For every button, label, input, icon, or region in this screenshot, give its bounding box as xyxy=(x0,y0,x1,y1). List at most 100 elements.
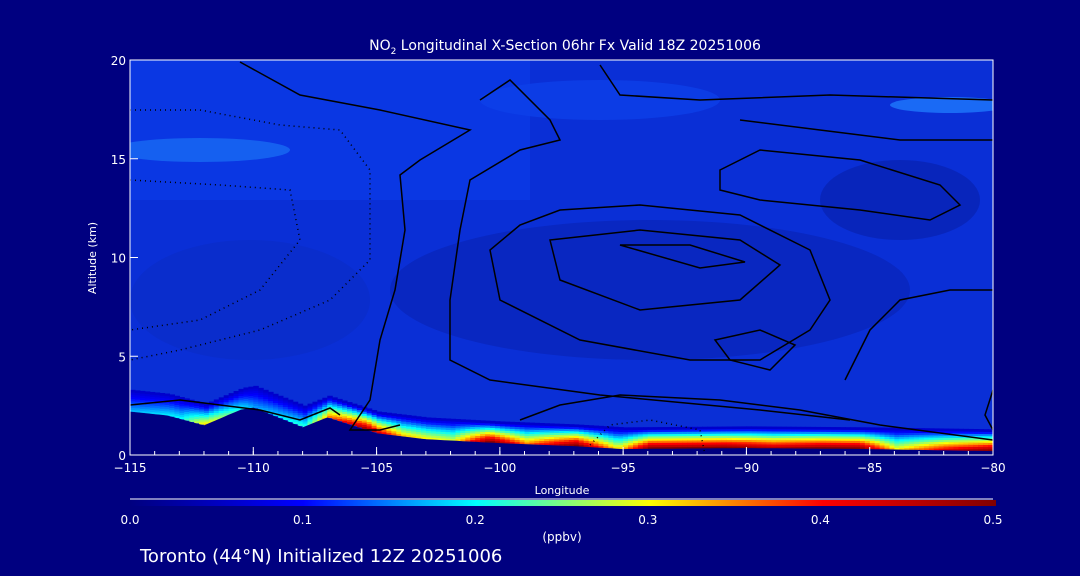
field-cell xyxy=(243,393,249,397)
field-cell xyxy=(879,440,886,444)
field-cell xyxy=(485,424,491,428)
field-cell xyxy=(337,405,343,409)
field-cell xyxy=(884,434,891,437)
field-cell xyxy=(149,391,156,395)
field-cell xyxy=(282,408,289,412)
field-cell xyxy=(711,439,718,443)
field-cell xyxy=(159,412,166,416)
field-cell xyxy=(736,426,743,430)
field-cell xyxy=(509,423,516,427)
field-cell xyxy=(189,412,195,416)
field-cell xyxy=(583,427,590,430)
field-cell xyxy=(637,433,644,437)
field-cell xyxy=(805,429,812,432)
field-cell xyxy=(465,434,471,438)
field-cell xyxy=(386,417,392,420)
contour-lines xyxy=(130,61,993,455)
field-cell xyxy=(179,397,185,400)
field-cell xyxy=(509,428,516,432)
field-cell xyxy=(741,435,748,438)
field-cell xyxy=(988,448,993,452)
field-cell xyxy=(943,448,950,451)
field-cell xyxy=(864,433,871,437)
field-cell xyxy=(830,435,836,439)
field-cell xyxy=(805,439,812,443)
field-cell xyxy=(332,401,338,405)
field-cell xyxy=(529,424,535,428)
field-cell xyxy=(450,427,457,431)
field-cell xyxy=(184,404,190,408)
field-cell xyxy=(633,442,639,446)
field-cell xyxy=(223,412,230,416)
field-cell xyxy=(573,426,580,430)
field-cell xyxy=(741,428,748,432)
colorbar-tick-label: 0.2 xyxy=(466,513,485,527)
field-cell xyxy=(874,440,881,444)
field-cell xyxy=(988,435,993,439)
field-cell xyxy=(800,431,807,434)
field-cell xyxy=(810,435,817,439)
field-cell xyxy=(213,412,220,416)
field-cell xyxy=(258,387,264,391)
field-cell xyxy=(238,393,245,397)
field-cell xyxy=(899,438,905,442)
field-cell xyxy=(568,432,575,436)
field-cell xyxy=(869,446,876,450)
field-cell xyxy=(968,448,974,452)
field-cell xyxy=(519,428,526,432)
field-cell xyxy=(435,418,442,421)
field-cell xyxy=(425,437,432,440)
field-cell xyxy=(573,433,580,436)
field-cell xyxy=(583,440,590,443)
field-cell xyxy=(598,441,605,444)
field-cell xyxy=(785,441,792,445)
field-cell xyxy=(968,441,974,445)
field-cell xyxy=(199,404,205,408)
field-cell xyxy=(366,421,373,425)
field-cell xyxy=(771,446,777,449)
field-cell xyxy=(199,415,205,419)
field-cell xyxy=(139,399,146,403)
field-cell xyxy=(465,423,471,427)
field-cell xyxy=(894,436,900,440)
field-cell xyxy=(435,437,442,441)
field-cell xyxy=(149,404,156,408)
field-cell xyxy=(776,426,782,430)
field-cell xyxy=(771,443,777,447)
field-cell xyxy=(588,444,595,448)
field-cell xyxy=(603,437,609,440)
field-cell xyxy=(406,419,412,423)
field-cell xyxy=(568,439,575,443)
field-cell xyxy=(351,407,358,411)
field-cell xyxy=(475,430,481,434)
field-cell xyxy=(440,420,447,424)
field-cell xyxy=(874,442,881,446)
field-cell xyxy=(253,398,259,402)
field-cell xyxy=(297,407,304,411)
field-cell xyxy=(746,439,752,443)
field-cell xyxy=(184,402,190,406)
field-cell xyxy=(785,444,792,447)
y-tick-label: 10 xyxy=(111,252,126,266)
field-cell xyxy=(130,396,136,400)
field-cell xyxy=(549,438,555,442)
field-cell xyxy=(776,439,782,443)
field-cell xyxy=(608,443,614,447)
field-cell xyxy=(174,408,180,412)
field-cell xyxy=(233,395,240,399)
field-cell xyxy=(815,435,821,439)
field-cell xyxy=(332,416,338,420)
field-cell xyxy=(174,397,180,401)
field-cell xyxy=(544,431,550,435)
field-cell xyxy=(919,430,925,434)
field-cell xyxy=(904,434,910,438)
field-cell xyxy=(825,433,831,437)
field-cell xyxy=(189,414,195,418)
field-cell xyxy=(766,439,772,443)
field-cell xyxy=(682,437,688,441)
field-cell xyxy=(287,399,294,403)
field-cell xyxy=(416,431,422,435)
field-cell xyxy=(371,414,378,418)
field-cell xyxy=(307,421,314,424)
field-cell xyxy=(785,435,792,439)
